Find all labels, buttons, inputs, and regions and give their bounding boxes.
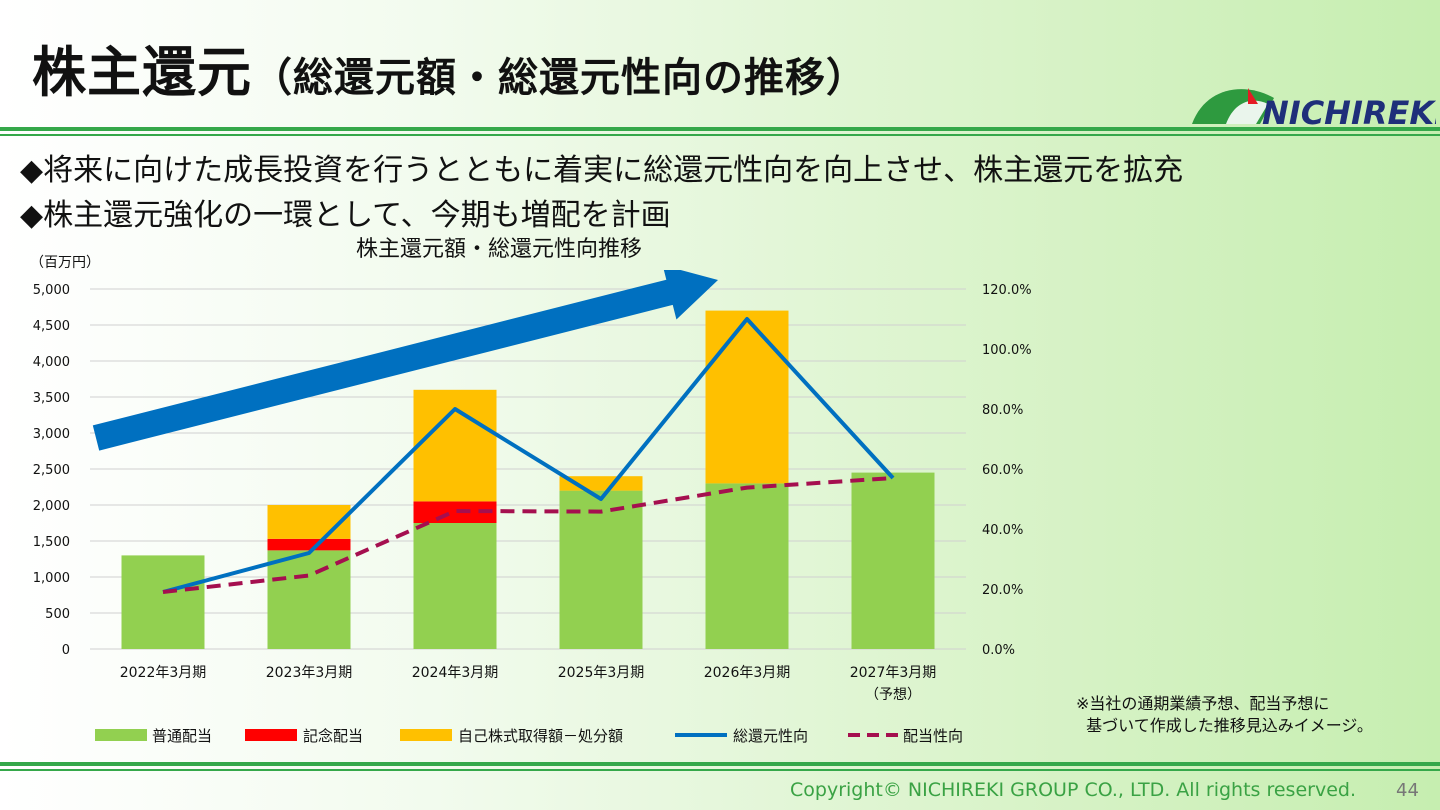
y-axis-unit: （百万円） [30, 255, 100, 271]
svg-text:NICHIREKI: NICHIREKI [1262, 94, 1436, 128]
top-divider-thin [0, 134, 1440, 136]
y-left-tick-label: 3,000 [33, 427, 70, 442]
y-right-tick-label: 40.0% [982, 523, 1023, 538]
y-right-tick-label: 60.0% [982, 463, 1023, 478]
bar-ordinary-dividend [851, 472, 935, 649]
y-left-tick-label: 2,000 [33, 499, 70, 514]
bar-ordinary-dividend [267, 550, 351, 649]
legend-share-buyback-swatch [400, 729, 452, 741]
chart-title: 株主還元額・総還元性向推移 [356, 237, 643, 262]
trend-arrow-shape [92, 270, 718, 451]
line-total-return-ratio [162, 317, 895, 594]
bullet-growth: ◆将来に向けた成長投資を行うとともに着実に総還元性向を向上させ、株主還元を拡充 [20, 153, 1184, 188]
y-right-tick-label: 20.0% [982, 583, 1023, 598]
y-left-tick-label: 2,500 [33, 463, 70, 478]
bar-ordinary-dividend [121, 555, 205, 649]
x-category-label: 2027年3月期 [850, 665, 937, 681]
legend-share-buyback: 自己株式取得額－処分額 [458, 727, 623, 745]
y-left-tick-label: 4,500 [33, 319, 70, 334]
legend-commemorative-dividend: 記念配当 [303, 727, 363, 745]
y-left-tick-label: 4,000 [33, 355, 70, 370]
bar-share-buyback [705, 310, 789, 484]
y-left-tick-label: 1,500 [33, 535, 70, 550]
company-logo: NICHIREKI [1192, 88, 1436, 128]
y-right-tick-label: 0.0% [982, 643, 1015, 658]
bar-ordinary-dividend [413, 523, 497, 649]
top-divider [0, 127, 1440, 131]
y-right-tick-label: 80.0% [982, 403, 1023, 418]
bar-share-buyback [413, 389, 497, 502]
y-left-tick-label: 500 [45, 607, 70, 622]
legend-ordinary-dividend: 普通配当 [152, 727, 212, 745]
page-number: 44 [1396, 780, 1419, 801]
title-main: 株主還元 [32, 41, 252, 104]
trend-arrow [92, 270, 718, 451]
bar-commemorative-dividend [413, 501, 497, 523]
x-category-label: 2026年3月期 [704, 665, 791, 681]
y-right-tick-label: 100.0% [982, 343, 1032, 358]
y-right-tick-label: 120.0% [982, 283, 1032, 298]
shareholder-return-chart: 0 500 1,000 1,500 2,000 2,500 3,000 3,500 4,000 4… [33, 270, 1032, 745]
bar-ordinary-dividend [705, 483, 789, 649]
forecast-note: ※当社の通期業績予想、配当予想に 基づいて作成した推移見込みイメージ。 [1076, 694, 1373, 735]
x-category-label: 2025年3月期 [558, 665, 645, 681]
bullet-dividend: ◆株主還元強化の一環として、今期も増配を計画 [20, 198, 671, 233]
x-category-label: 2023年3月期 [266, 665, 353, 681]
bar-ordinary-dividend [559, 490, 643, 649]
y-left-tick-label: 3,500 [33, 391, 70, 406]
x-category-label: 2022年3月期 [120, 665, 207, 681]
y-left-tick-label: 5,000 [33, 283, 70, 298]
line-payout-ratio [162, 476, 894, 594]
bottom-divider-thin [0, 769, 1440, 771]
legend-commemorative-dividend-swatch [245, 729, 297, 741]
legend-ordinary-dividend-swatch [95, 729, 147, 741]
legend-payout-ratio: 配当性向 [903, 727, 963, 745]
bottom-divider [0, 762, 1440, 766]
title-sub: （総還元額・総還元性向の推移） [252, 55, 867, 101]
bar-commemorative-dividend [267, 538, 351, 551]
bar-share-buyback [267, 505, 351, 539]
y-left-tick-label: 1,000 [33, 571, 70, 586]
page-title: 株主還元（総還元額・総還元性向の推移） [32, 28, 867, 107]
x-category-sublabel: （予想） [865, 687, 921, 703]
y-left-tick-label: 0 [62, 643, 70, 658]
copyright-text: Copyright© NICHIREKI GROUP CO., LTD. All… [790, 779, 1356, 801]
x-category-label: 2024年3月期 [412, 665, 499, 681]
legend-total-return-ratio: 総還元性向 [733, 727, 808, 745]
